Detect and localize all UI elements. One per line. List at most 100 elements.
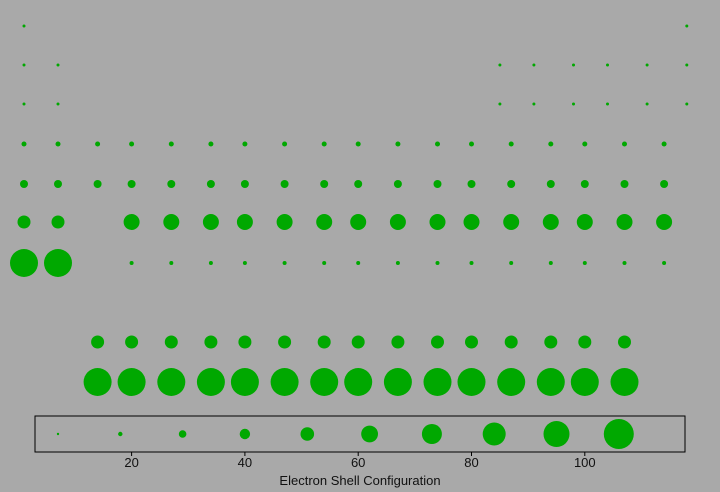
bubble-point: [206, 180, 215, 188]
x-tick-label: 80: [464, 455, 478, 470]
bubble-point: [544, 335, 558, 349]
bubble-point: [423, 368, 452, 396]
bubble-point: [509, 261, 514, 265]
bubble-point: [55, 141, 61, 147]
bubble-point: [572, 102, 575, 106]
bubble-point: [395, 141, 401, 147]
bubble-point: [393, 180, 402, 188]
bubble-point: [350, 214, 367, 230]
bubble-point: [208, 261, 213, 265]
bubble-point: [582, 141, 588, 147]
x-tick-label: 60: [351, 455, 365, 470]
bubble-point: [469, 261, 474, 265]
bubble-point: [618, 335, 631, 349]
bubble-point: [546, 180, 555, 188]
bubble-point: [570, 368, 599, 396]
bubble-point: [282, 261, 287, 265]
bubble-point: [123, 214, 140, 230]
legend-bubble: [421, 424, 442, 444]
bubble-point: [320, 180, 329, 188]
legend-box: [34, 415, 686, 453]
legend-bubble: [543, 421, 570, 447]
bubble-point: [44, 249, 72, 277]
bubble-point: [240, 180, 249, 188]
bubble-point: [54, 180, 62, 188]
legend-bubble: [118, 431, 123, 437]
bubble-point: [22, 63, 26, 67]
bubble-point: [622, 261, 627, 265]
bubble-point: [280, 180, 289, 188]
bubble-point: [344, 368, 373, 396]
legend-bubble: [300, 427, 315, 441]
bubble-row-period-2: [22, 63, 689, 67]
bubble-row-period-7: [10, 249, 667, 277]
bubble-point: [660, 180, 669, 188]
legend-bubble: [56, 432, 60, 436]
bubble-point: [20, 180, 28, 188]
bubble-point: [610, 368, 639, 396]
bubble-point: [196, 368, 225, 396]
bubble-point: [542, 214, 559, 230]
bubble-rows: [10, 24, 689, 396]
bubble-point: [685, 102, 689, 106]
bubble-point: [578, 335, 592, 349]
bubble-point: [351, 335, 365, 349]
bubble-point: [576, 214, 593, 230]
bubble-point: [22, 102, 26, 106]
bubble-point: [661, 141, 667, 147]
bubble-point: [433, 180, 442, 188]
bubble-point: [317, 335, 331, 349]
bubble-point: [129, 261, 134, 265]
bubble-row-f-block-2: [83, 368, 639, 396]
bubble-point: [270, 368, 299, 396]
bubble-point: [497, 368, 526, 396]
bubble-point: [622, 141, 627, 147]
bubble-point: [93, 180, 102, 188]
bubble-point: [95, 141, 101, 147]
x-tick-label: 100: [574, 455, 596, 470]
bubble-point: [168, 141, 174, 147]
bubble-point: [278, 335, 292, 349]
legend-bubble: [178, 430, 187, 438]
bubble-point: [163, 214, 180, 230]
legend-bubble: [482, 422, 506, 446]
bubble-row-period-6: [17, 214, 673, 230]
bubble-point: [242, 141, 248, 147]
bubble-point: [467, 180, 476, 188]
bubble-point: [498, 63, 502, 67]
bubble-point: [157, 368, 186, 396]
bubble-point: [56, 102, 60, 106]
bubble-point: [662, 261, 667, 265]
bubble-point: [532, 63, 536, 67]
bubble-point: [21, 141, 27, 147]
bubble-point: [435, 261, 440, 265]
bubble-point: [429, 214, 446, 230]
bubble-point: [469, 141, 474, 147]
bubble-point: [536, 368, 565, 396]
bubble-point: [125, 335, 139, 349]
bubble-point: [230, 368, 259, 396]
bubble-point: [431, 335, 444, 349]
bubble-point: [129, 141, 135, 147]
bubble-point: [580, 180, 589, 188]
bubble-point: [532, 102, 536, 106]
bubble-point: [685, 24, 689, 28]
bubble-point: [22, 24, 26, 28]
bubble-point: [548, 261, 553, 265]
bubble-point: [504, 335, 518, 349]
bubble-point: [10, 249, 38, 277]
bubble-point: [276, 214, 293, 230]
bubble-point: [389, 214, 406, 230]
bubble-point: [316, 214, 333, 230]
bubble-point: [322, 261, 327, 265]
bubble-point: [435, 141, 440, 147]
bubble-point: [321, 141, 327, 147]
bubble-point: [164, 335, 178, 349]
x-axis-ticks: 20 40 60 80 100: [124, 452, 596, 470]
bubble-point: [91, 335, 105, 349]
legend-bubble: [361, 425, 378, 443]
bubble-point: [204, 335, 218, 349]
bubble-point: [83, 368, 112, 396]
bubble-point: [656, 214, 673, 230]
bubble-row-period-3: [22, 102, 689, 106]
